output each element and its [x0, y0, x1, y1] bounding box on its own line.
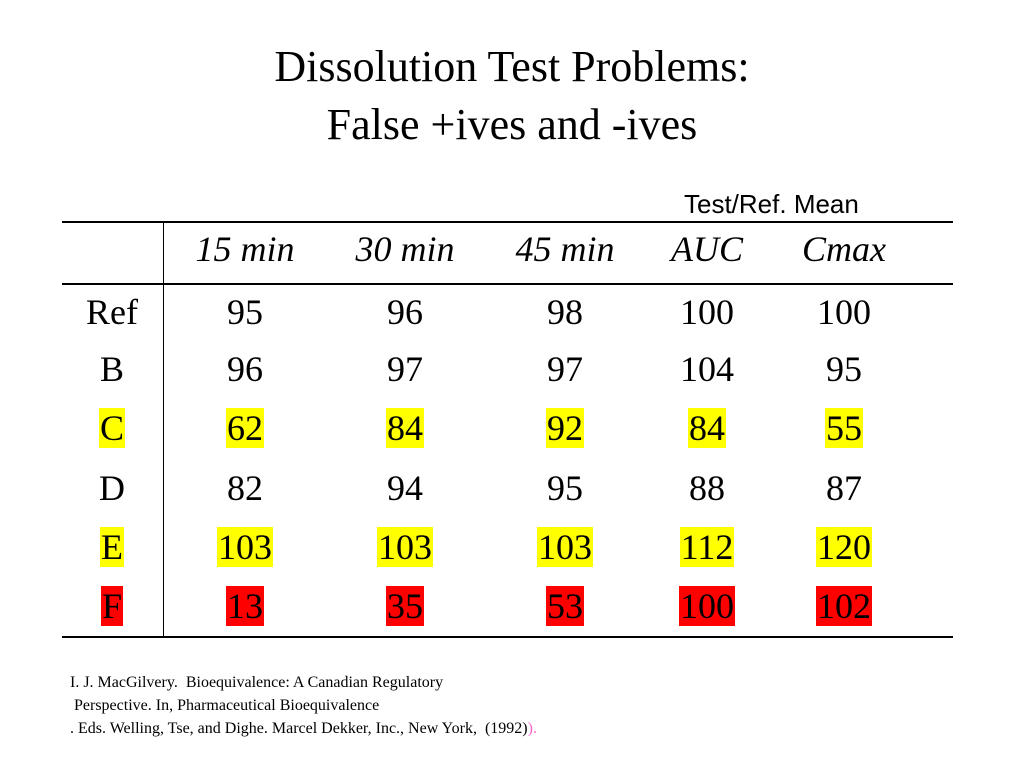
table-cell-text: 120 [816, 527, 872, 567]
column-header-3-text: 45 min [515, 229, 615, 269]
reference-citation: I. J. MacGilvery. Bioequivalence: A Cana… [70, 671, 537, 740]
table-cell: 112 [632, 524, 782, 570]
row-label-text: D [99, 468, 125, 508]
table-subheader: Test/Ref. Mean [684, 189, 859, 219]
row-label: D [64, 465, 160, 511]
table-cell: 88 [632, 465, 782, 511]
table-cell: 97 [330, 346, 480, 392]
table-cell-text: 92 [546, 408, 584, 448]
table-cell-text: 82 [227, 468, 263, 508]
table-cell-text: 35 [386, 586, 424, 626]
table-cell: 84 [330, 405, 480, 451]
column-header-2-text: 30 min [355, 229, 455, 269]
table-cell-text: 95 [227, 292, 263, 332]
slide-title: Dissolution Test Problems: False +ives a… [0, 38, 1024, 154]
title-line-1: Dissolution Test Problems: [274, 42, 750, 91]
table-cell: 120 [769, 524, 919, 570]
table-cell: 100 [632, 289, 782, 335]
table-cell: 98 [490, 289, 640, 335]
column-header-5: Cmax [769, 226, 919, 272]
row-label-divider [163, 222, 164, 636]
table-cell: 103 [490, 524, 640, 570]
table-cell-text: 100 [680, 292, 734, 332]
table-cell: 103 [330, 524, 480, 570]
reference-line-3-tail: ). [527, 720, 537, 737]
table-cell-text: 84 [688, 408, 726, 448]
table-cell-text: 95 [826, 349, 862, 389]
table-cell-text: 97 [387, 349, 423, 389]
column-header-3: 45 min [490, 226, 640, 272]
table-cell: 95 [769, 346, 919, 392]
row-label-text: Ref [86, 292, 138, 332]
table-cell-text: 103 [537, 527, 593, 567]
table-cell: 53 [490, 583, 640, 629]
table-cell: 95 [170, 289, 320, 335]
column-header-2: 30 min [330, 226, 480, 272]
column-header-5-text: Cmax [802, 229, 886, 269]
table-cell: 92 [490, 405, 640, 451]
table-cell-text: 100 [679, 586, 735, 626]
column-header-1-text: 15 min [195, 229, 295, 269]
table-cell: 82 [170, 465, 320, 511]
table-cell: 13 [170, 583, 320, 629]
table-cell: 96 [330, 289, 480, 335]
table-cell-text: 84 [386, 408, 424, 448]
table-cell-text: 55 [825, 408, 863, 448]
column-header-4-text: AUC [671, 229, 743, 269]
row-label-text: C [98, 408, 125, 448]
table-cell-text: 102 [816, 586, 872, 626]
table-cell-text: 95 [547, 468, 583, 508]
reference-line-2: Perspective. In, Pharmaceutical Bioequiv… [70, 697, 380, 714]
row-label-text: B [99, 349, 124, 389]
reference-line-3: . Eds. Welling, Tse, and Dighe. Marcel D… [70, 717, 537, 740]
table-cell-text: 53 [546, 586, 584, 626]
column-header-1: 15 min [170, 226, 320, 272]
table-cell-text: 96 [387, 292, 423, 332]
row-label-text: F [100, 586, 124, 626]
table-cell: 95 [490, 465, 640, 511]
row-label: Ref [64, 289, 160, 335]
column-header-4: AUC [632, 226, 782, 272]
table-cell-text: 13 [226, 586, 264, 626]
table-cell-text: 112 [679, 527, 735, 567]
row-label: B [64, 346, 160, 392]
table-cell-text: 100 [817, 292, 871, 332]
row-label: E [64, 524, 160, 570]
table-cell-text: 88 [689, 468, 725, 508]
table-top-rule [62, 221, 953, 223]
table-cell-text: 94 [387, 468, 423, 508]
table-cell: 97 [490, 346, 640, 392]
table-cell: 103 [170, 524, 320, 570]
table-cell: 55 [769, 405, 919, 451]
table-bottom-rule [62, 636, 953, 638]
table-cell-text: 103 [217, 527, 273, 567]
table-cell: 100 [769, 289, 919, 335]
table-cell-text: 98 [547, 292, 583, 332]
table-cell-text: 97 [547, 349, 583, 389]
title-line-2: False +ives and -ives [326, 100, 698, 149]
row-label-text: E [100, 527, 124, 567]
table-cell: 87 [769, 465, 919, 511]
row-label: F [64, 583, 160, 629]
row-label: C [64, 405, 160, 451]
table-cell: 104 [632, 346, 782, 392]
table-cell: 62 [170, 405, 320, 451]
reference-line-3-text: . Eds. Welling, Tse, and Dighe. Marcel D… [70, 720, 528, 737]
table-cell-text: 104 [680, 349, 734, 389]
table-cell: 94 [330, 465, 480, 511]
table-cell: 84 [632, 405, 782, 451]
table-cell-text: 87 [826, 468, 862, 508]
table-cell: 35 [330, 583, 480, 629]
table-cell-text: 103 [377, 527, 433, 567]
table-cell: 102 [769, 583, 919, 629]
table-cell-text: 96 [227, 349, 263, 389]
header-rule [62, 283, 953, 285]
table-cell-text: 62 [226, 408, 264, 448]
table-cell: 96 [170, 346, 320, 392]
table-cell: 100 [632, 583, 782, 629]
reference-line-1: I. J. MacGilvery. Bioequivalence: A Cana… [70, 674, 444, 691]
